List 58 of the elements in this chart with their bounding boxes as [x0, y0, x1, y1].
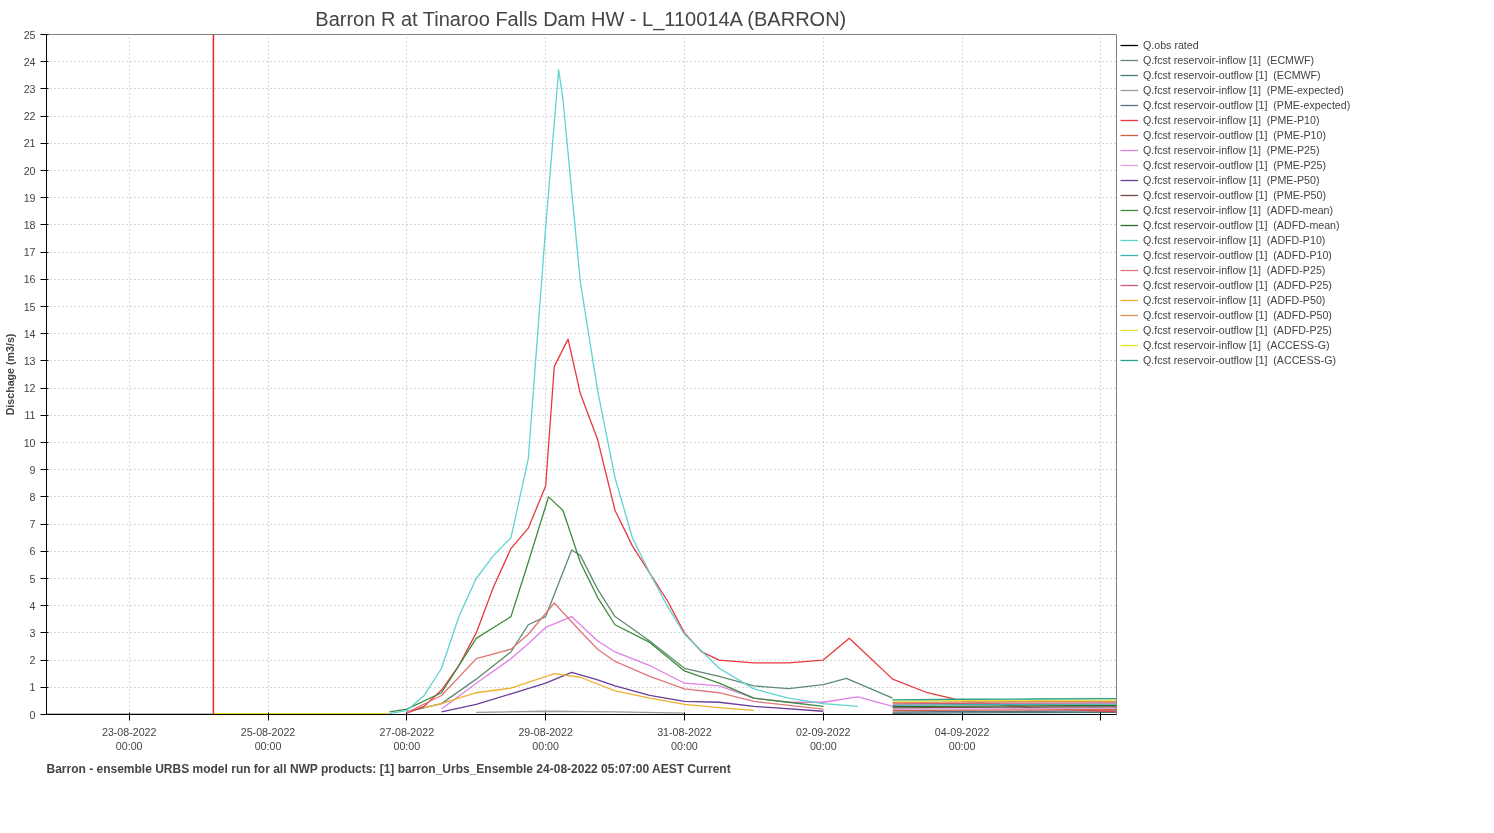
- chart-title: Barron R at Tinaroo Falls Dam HW - L_110014A (BARRON): [315, 7, 847, 31]
- x-tick-label: 31-08-2022 00:00: [657, 725, 712, 752]
- y-tick-label: 20: [23, 164, 36, 177]
- y-tick-label: 14: [23, 327, 36, 340]
- legend-label: Q.fcst reservoir-outflow [1] (PME-expected): [1143, 98, 1351, 112]
- legend-label: Q.fcst reservoir-inflow [1] (PME-expected): [1143, 83, 1344, 97]
- legend-label: Q.fcst reservoir-outflow [1] (PME-P10): [1143, 128, 1326, 142]
- legend-label: Q.fcst reservoir-outflow [1] (ADFD-P25): [1143, 278, 1332, 292]
- legend-label: Q.fcst reservoir-inflow [1] (PME-P25): [1143, 143, 1320, 157]
- y-tick-label: 5: [29, 572, 36, 585]
- y-tick-label: 17: [23, 246, 36, 259]
- legend-label: Q.fcst reservoir-inflow [1] (ECMWF): [1143, 53, 1315, 67]
- y-tick-label: 24: [23, 55, 36, 68]
- y-axis-title: Dischage (m3/s): [3, 333, 16, 416]
- legend-label: Q.fcst reservoir-outflow [1] (PME-P50): [1143, 188, 1326, 202]
- y-tick-label: 8: [29, 490, 36, 503]
- legend-label: Q.fcst reservoir-inflow [1] (ADFD-mean): [1143, 203, 1334, 217]
- y-tick-label: 2: [29, 654, 36, 667]
- y-tick-label: 6: [29, 545, 36, 558]
- y-tick-label: 1: [29, 681, 36, 694]
- y-tick-label: 9: [29, 463, 36, 476]
- legend-label: Q.fcst reservoir-inflow [1] (ADFD-P10): [1143, 233, 1326, 247]
- y-tick-label: 7: [29, 518, 36, 531]
- legend-label: Q.fcst reservoir-inflow [1] (ADFD-P25): [1143, 263, 1326, 277]
- x-tick-label: 04-09-2022 00:00: [934, 725, 990, 752]
- legend-label: Q.fcst reservoir-inflow [1] (ADFD-P50): [1143, 293, 1326, 307]
- y-tick-label: 16: [23, 273, 36, 286]
- y-tick-label: 23: [23, 82, 36, 95]
- x-tick-label: 02-09-2022 00:00: [796, 725, 851, 752]
- y-tick-label: 19: [23, 191, 36, 204]
- y-tick-label: 18: [23, 218, 36, 231]
- legend-label: Q.fcst reservoir-outflow [1] (ADFD-P50): [1143, 308, 1332, 322]
- legend-label: Q.fcst reservoir-inflow [1] (ACCESS-G): [1143, 338, 1330, 352]
- y-tick-label: 12: [23, 382, 36, 395]
- y-tick-label: 15: [23, 300, 36, 313]
- y-tick-label: 13: [23, 354, 36, 367]
- y-tick-label: 25: [23, 28, 36, 41]
- x-tick-label: 25-08-2022 00:00: [240, 725, 296, 752]
- y-tick-label: 21: [23, 137, 36, 150]
- y-tick-label: 22: [23, 110, 36, 123]
- legend-label: Q.fcst reservoir-inflow [1] (PME-P10): [1143, 113, 1320, 127]
- y-tick-label: 10: [23, 436, 36, 449]
- legend-label: Q.fcst reservoir-outflow [1] (PME-P25): [1143, 158, 1326, 172]
- x-tick-label: 23-08-2022 00:00: [101, 725, 157, 752]
- legend-label: Q.fcst reservoir-outflow [1] (ADFD-mean): [1143, 218, 1340, 232]
- y-tick-label: 11: [24, 409, 36, 422]
- legend-label: Q.fcst reservoir-outflow [1] (ADFD-P25): [1143, 323, 1332, 337]
- legend-label: Q.fcst reservoir-outflow [1] (ADFD-P10): [1143, 248, 1332, 262]
- x-tick-label: 29-08-2022 00:00: [518, 725, 573, 752]
- legend-label: Q.fcst reservoir-outflow [1] (ACCESS-G): [1143, 353, 1337, 367]
- legend-label: Q.fcst reservoir-outflow [1] (ECMWF): [1143, 68, 1321, 82]
- x-tick-label: 27-08-2022 00:00: [379, 725, 435, 752]
- text: Barron - ensemble URBS model run for all NWP products: [1] barron_Urbs_Ensemble 24-08-2022 05:07:00 AEST Current: [46, 761, 731, 776]
- y-tick-label: 3: [29, 626, 36, 639]
- y-tick-label: 0: [29, 708, 36, 721]
- y-tick-label: 4: [29, 599, 36, 612]
- legend-label: Q.obs rated: [1143, 38, 1199, 52]
- legend-label: Q.fcst reservoir-inflow [1] (PME-P50): [1143, 173, 1320, 187]
